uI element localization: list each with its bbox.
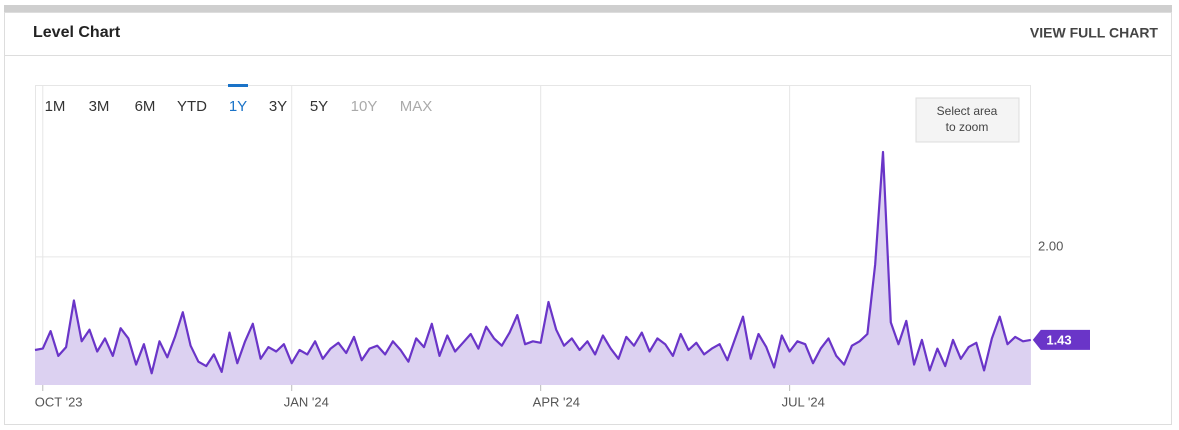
zoom-hint-box	[915, 97, 1020, 143]
range-button[interactable]: YTD	[177, 98, 207, 115]
range-button[interactable]: 1M	[45, 98, 66, 115]
range-button: MAX	[400, 98, 433, 115]
x-tick-label: JAN '24	[284, 394, 329, 409]
y-tick-label: 2.00	[1038, 238, 1063, 253]
range-button: 10Y	[351, 98, 378, 115]
panel-title: Level Chart	[33, 24, 121, 41]
range-selected-indicator	[228, 84, 248, 87]
line	[34, 150, 1031, 375]
panel	[4, 12, 1172, 425]
zoom-hint: Select area to zoom	[937, 104, 998, 134]
last-value-label: 1.43	[1046, 332, 1071, 347]
x-tick-label: APR '24	[533, 394, 580, 409]
range-button[interactable]: 1Y	[229, 98, 247, 115]
last-value-badge	[1032, 329, 1090, 350]
x-tick-label: JUL '24	[782, 394, 825, 409]
view-full-chart[interactable]: VIEW FULL CHART	[1030, 25, 1159, 41]
x-tick-label: OCT '23	[35, 394, 83, 409]
top-bar	[4, 5, 1172, 12]
range-button[interactable]: 3M	[89, 98, 110, 115]
range-button[interactable]: 3Y	[269, 98, 287, 115]
range-button[interactable]: 5Y	[310, 98, 328, 115]
range-button[interactable]: 6M	[135, 98, 156, 115]
